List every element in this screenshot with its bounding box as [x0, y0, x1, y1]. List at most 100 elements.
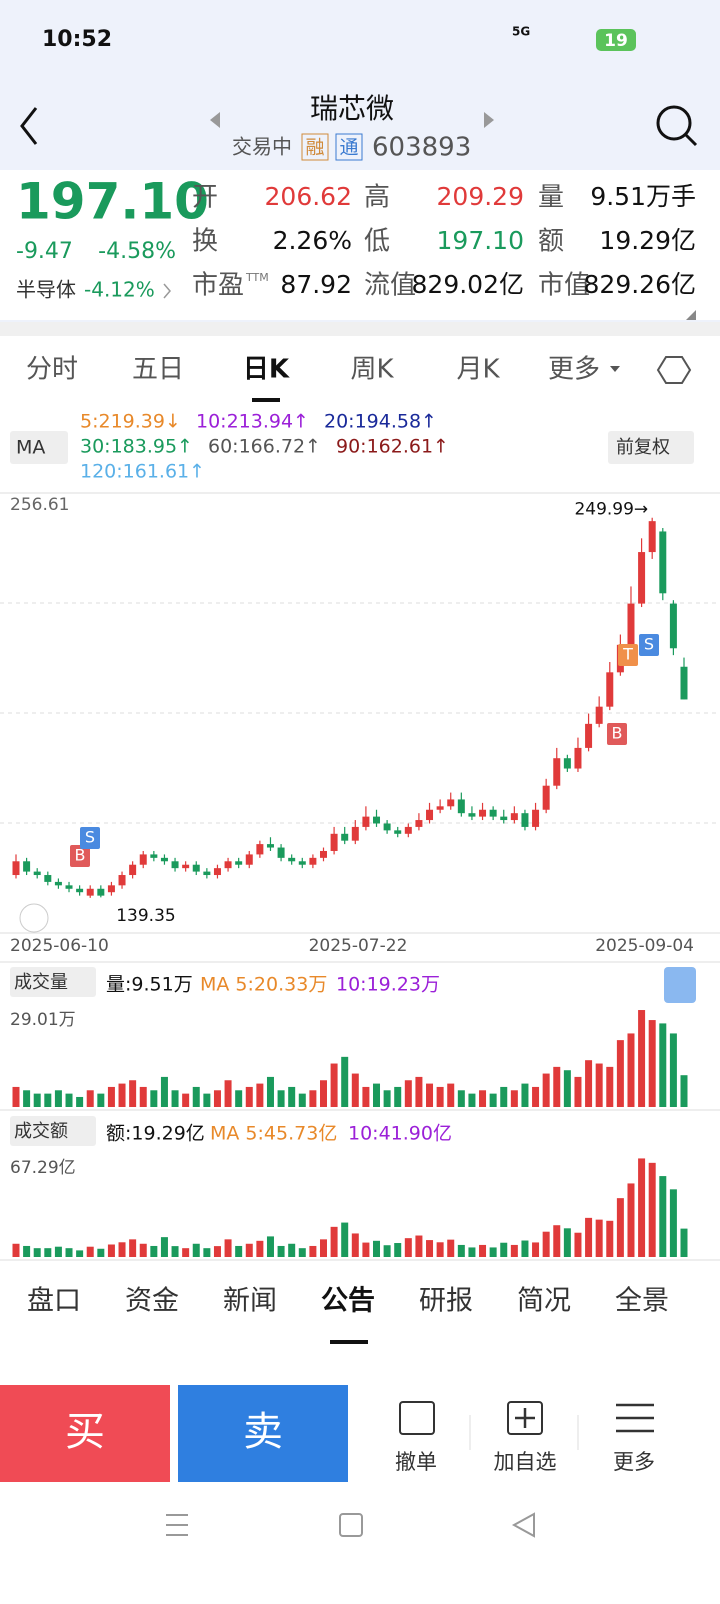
volume-bar	[521, 1083, 529, 1107]
nav-home[interactable]	[339, 1513, 363, 1537]
volume-bar	[150, 1090, 158, 1107]
adjust-button[interactable]: 前复权	[616, 437, 670, 458]
candle-body	[574, 747, 582, 769]
ma-button[interactable]: MA	[16, 437, 45, 459]
amount-bar	[669, 1189, 677, 1257]
dropdown	[610, 366, 620, 372]
nav-menu[interactable]	[166, 1514, 188, 1536]
info-tab[interactable]: 资金	[125, 1286, 179, 1317]
ma-button-bg[interactable]	[10, 431, 68, 464]
candle-body	[553, 758, 561, 786]
candle-body	[479, 809, 487, 817]
candle-body	[373, 816, 381, 824]
signal: B	[612, 724, 623, 743]
amount-bar	[627, 1183, 635, 1257]
field-sup: TTM	[245, 271, 269, 284]
volume-bar	[235, 1090, 243, 1107]
nav-back[interactable]	[511, 1512, 535, 1538]
info-tab[interactable]: 盘口	[27, 1286, 81, 1317]
action[interactable]: 撤单	[395, 1450, 437, 1474]
amount-bar	[479, 1244, 487, 1257]
period-tab[interactable]: 日K	[243, 355, 290, 385]
candle-body	[288, 857, 296, 862]
volume-bar	[330, 1063, 338, 1107]
amount-top-label: 67.29亿	[10, 1158, 76, 1178]
field-value: 829.02亿	[412, 270, 524, 299]
period-tabs: 分时 五日 日K 周K 月K 更多	[26, 355, 692, 402]
period-tab[interactable]: 五日	[132, 355, 184, 385]
volume-bar	[76, 1096, 84, 1107]
info-tab[interactable]: 全景	[615, 1286, 669, 1317]
collapse-button[interactable]	[664, 967, 696, 1003]
amount-bar	[319, 1239, 327, 1257]
back-button[interactable]	[20, 107, 38, 145]
icon	[507, 1401, 543, 1435]
candle-body	[351, 826, 359, 841]
amount-button[interactable]: 成交额	[14, 1121, 68, 1142]
amount-bar	[426, 1240, 434, 1257]
amount-bar	[542, 1231, 550, 1257]
period-tab[interactable]: 分时	[26, 355, 78, 385]
period-tab[interactable]: 月K	[456, 355, 500, 385]
candle-body	[563, 758, 571, 769]
amount-ma10: 10:41.90亿	[348, 1123, 452, 1145]
volume-bar	[383, 1090, 391, 1107]
clock: 10:52	[42, 27, 112, 52]
stock-code: 603893	[372, 133, 471, 163]
volume-top-label: 29.01万	[10, 1010, 76, 1030]
next-stock[interactable]	[484, 112, 494, 128]
action[interactable]: 加自选	[494, 1450, 557, 1474]
expand-button[interactable]	[19, 903, 49, 933]
candle-body	[86, 888, 94, 896]
candle-body	[298, 861, 306, 865]
adjust-button-bg[interactable]	[608, 431, 694, 464]
volume-bar	[563, 1070, 571, 1107]
candle-body	[659, 531, 667, 594]
trade-state: 交易中	[232, 135, 292, 159]
price-top-label: 256.61	[10, 495, 69, 515]
volume-bar	[447, 1083, 455, 1107]
candle-body	[76, 888, 84, 893]
sector[interactable]: 半导体	[16, 278, 76, 302]
amount-bar	[245, 1243, 253, 1257]
amount-button-bg[interactable]	[10, 1116, 96, 1146]
candle-body	[107, 885, 115, 893]
sell-button-bg[interactable]	[178, 1385, 348, 1482]
buy-button-bg[interactable]	[0, 1385, 170, 1482]
sell-button[interactable]: 卖	[243, 1409, 283, 1455]
quote-bg	[0, 170, 720, 320]
candle-body	[468, 813, 476, 817]
field-label: 高	[364, 183, 390, 213]
search-button[interactable]	[656, 105, 692, 141]
volume-ma10: 10:19.23万	[336, 974, 440, 996]
candle-body	[235, 861, 243, 865]
volume-bar	[65, 1093, 73, 1107]
prev-stock[interactable]	[210, 112, 220, 128]
signal-bg	[607, 723, 627, 745]
ma-item: 60:166.72↑	[208, 436, 321, 458]
amount-bar	[404, 1238, 412, 1257]
period-tab[interactable]: 周K	[350, 355, 394, 385]
price: 197.10	[16, 173, 209, 231]
volume-button[interactable]: 成交量	[14, 972, 68, 993]
info-tab[interactable]: 简况	[517, 1286, 571, 1317]
icon	[515, 1403, 654, 1433]
action[interactable]: 更多	[613, 1450, 655, 1474]
volume-current: 量:9.51万	[106, 974, 193, 996]
amount-bar	[288, 1243, 296, 1257]
settings-button[interactable]	[656, 356, 692, 384]
volume-bar	[44, 1093, 52, 1107]
info-tab[interactable]: 新闻	[223, 1286, 277, 1317]
info-tab[interactable]: 公告	[321, 1286, 375, 1317]
volume-bar	[171, 1090, 179, 1107]
volume-button-bg[interactable]	[10, 967, 96, 997]
buy-button[interactable]: 买	[65, 1409, 105, 1455]
ma-item: 5:219.39↓	[80, 411, 181, 433]
period-tab[interactable]: 更多	[548, 355, 600, 385]
change: -9.47	[16, 239, 73, 264]
candle-body	[266, 844, 274, 848]
volume-bar	[266, 1076, 274, 1107]
amount-bar	[76, 1250, 84, 1257]
info-tab[interactable]: 研报	[419, 1286, 473, 1317]
